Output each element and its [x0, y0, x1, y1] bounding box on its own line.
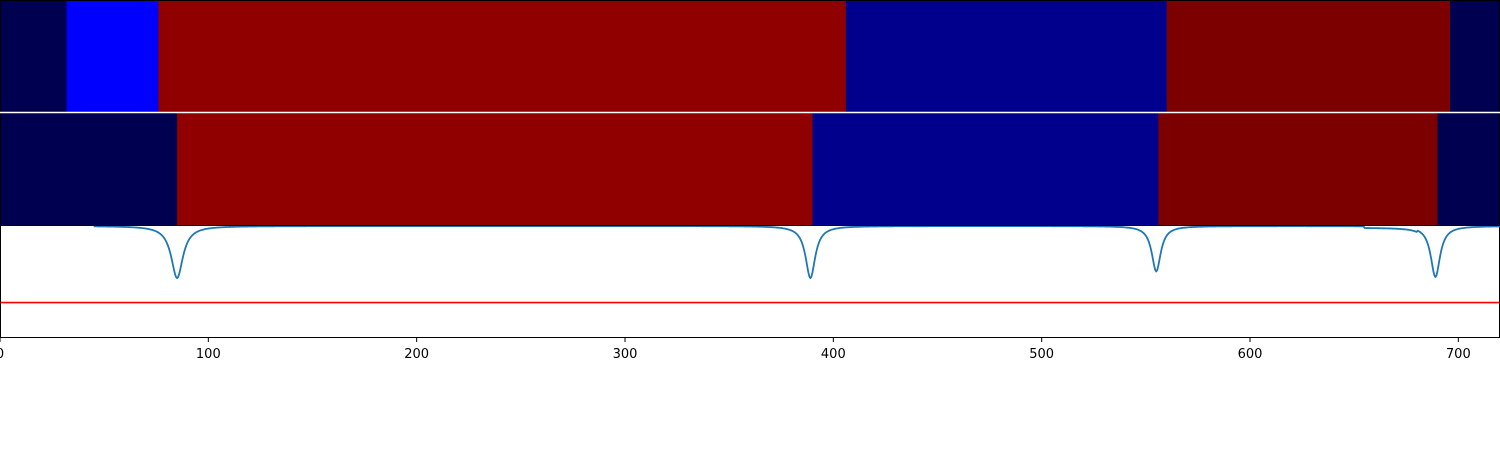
x-tick-label-300: 300: [613, 347, 638, 362]
x-tick-label-200: 200: [404, 347, 429, 362]
heatmap-middle-segment-0: [0, 113, 178, 225]
x-tick-label-600: 600: [1238, 347, 1263, 362]
signal-series-line: [93, 225, 1500, 280]
heatmap-top-segment-4: [1166, 0, 1451, 112]
x-tick-label-700: 700: [1446, 347, 1471, 362]
x-tick-label-0: 0: [0, 347, 4, 362]
heatmap-top-segment-1: [66, 0, 159, 112]
x-tick-label-400: 400: [821, 347, 846, 362]
signal-plot-panel: [0, 225, 1500, 338]
heatmap-middle-segment-4: [1437, 113, 1500, 225]
heatmap-top-segment-5: [1450, 0, 1500, 112]
heatmap-middle-segment-3: [1158, 113, 1438, 225]
heatmap-top-segment-0: [0, 0, 68, 112]
signal-plot-frame: [0, 225, 1500, 338]
heatmap-middle-segment-1: [177, 113, 814, 225]
x-axis: 0 100 200 300 400 500 600 700: [0, 338, 1471, 362]
heatmap-top-segment-3: [845, 0, 1168, 112]
x-tick-label-100: 100: [196, 347, 221, 362]
x-tick-label-500: 500: [1029, 347, 1054, 362]
heatmap-top-segment-2: [158, 0, 847, 112]
heatmap-middle-row: [0, 113, 1500, 225]
heatmap-top-row: [0, 0, 1500, 112]
heatmap-middle-segment-2: [812, 113, 1159, 225]
